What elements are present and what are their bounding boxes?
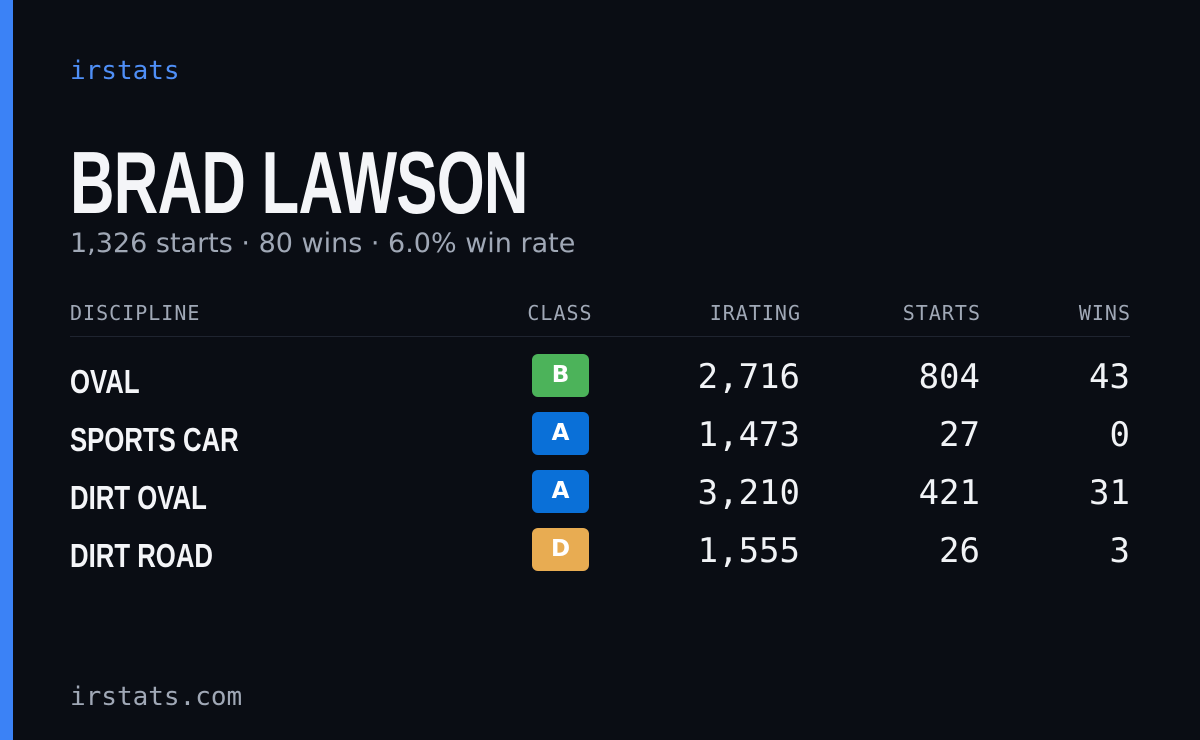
divider — [70, 336, 1130, 337]
discipline: SPORTS CAR — [70, 421, 239, 458]
brand: irstats — [70, 56, 180, 86]
wins: 31 — [1089, 473, 1130, 513]
driver-summary: 1,326 starts · 80 wins · 6.0% win rate — [70, 228, 576, 259]
irating: 1,555 — [697, 531, 800, 571]
footer: irstats.com — [70, 682, 243, 712]
discipline: DIRT ROAD — [70, 537, 213, 574]
column-header: CLASS — [527, 301, 593, 325]
class-badge: B — [532, 354, 589, 397]
class-badge: A — [532, 412, 589, 455]
class-badge: A — [532, 470, 589, 513]
accent-bar — [0, 0, 13, 740]
starts: 421 — [918, 473, 980, 513]
irating: 1,473 — [697, 415, 800, 455]
starts: 26 — [939, 531, 980, 571]
wins: 0 — [1109, 415, 1130, 455]
discipline: DIRT OVAL — [70, 479, 207, 516]
column-header: DISCIPLINE — [70, 301, 201, 325]
starts: 27 — [939, 415, 980, 455]
driver-name: BRAD LAWSON — [70, 133, 528, 232]
irating: 2,716 — [697, 357, 800, 397]
discipline: OVAL — [70, 363, 140, 400]
class-badge: D — [532, 528, 589, 571]
column-header: STARTS — [902, 301, 981, 325]
wins: 3 — [1109, 531, 1130, 571]
column-header: WINS — [1078, 301, 1131, 325]
column-header: IRATING — [709, 301, 801, 325]
irating: 3,210 — [697, 473, 800, 513]
wins: 43 — [1089, 357, 1130, 397]
starts: 804 — [918, 357, 980, 397]
